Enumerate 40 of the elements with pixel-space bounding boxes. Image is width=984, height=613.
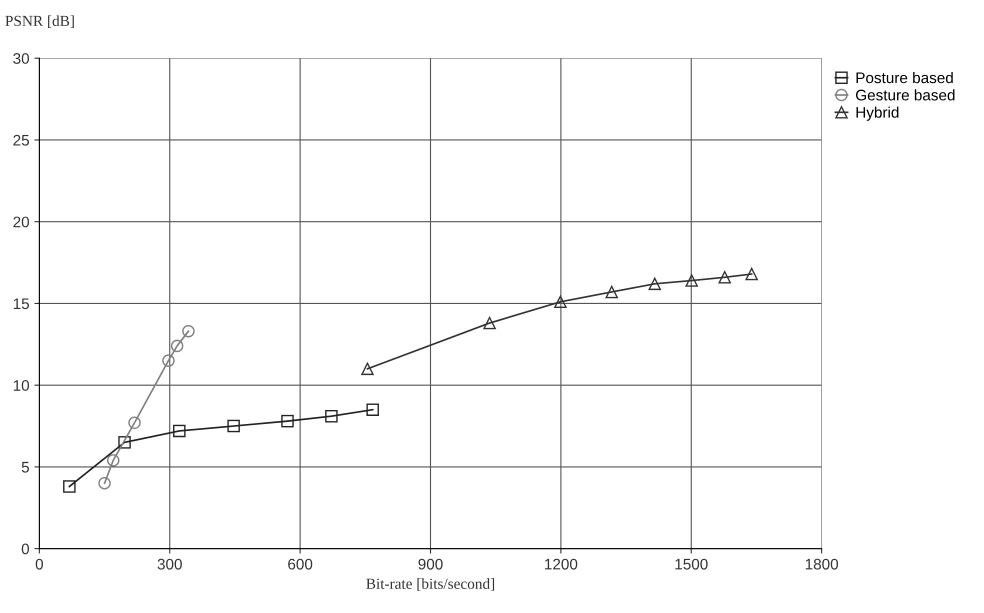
y-tick-label: 30: [13, 53, 30, 64]
point: [554, 296, 567, 308]
y-tick-label: 0: [22, 544, 30, 554]
point: [361, 362, 374, 376]
point: [128, 416, 141, 430]
legend-label: Posture based: [856, 72, 953, 84]
x-tick-label: 0: [36, 558, 44, 570]
y-tick-label: 20: [13, 216, 30, 228]
point: [281, 414, 294, 428]
x-tick-label: 1200: [545, 558, 578, 570]
y-tick-label: 15: [14, 298, 29, 310]
point: [106, 454, 120, 467]
point: [366, 403, 379, 416]
x-tick-label: 600: [288, 558, 312, 570]
x-axis-title: Bit-rate [bits/second]: [366, 578, 494, 591]
x-tick-label: 1800: [806, 558, 838, 570]
y-tick-label: 10: [14, 380, 30, 391]
x-tick-label: 1500: [675, 558, 708, 570]
point: [483, 316, 496, 330]
point: [162, 354, 175, 367]
point: [170, 340, 184, 352]
point: [605, 286, 618, 298]
point: [118, 436, 131, 449]
x-tick-label: 300: [158, 558, 182, 570]
point: [718, 271, 731, 284]
legend-label: Hybrid: [856, 106, 898, 121]
point: [685, 274, 698, 287]
point: [648, 278, 662, 290]
x-tick-label: 900: [418, 558, 443, 570]
y-tick-label: 25: [13, 134, 29, 146]
point: [63, 480, 76, 493]
legend-label: Gesture based: [856, 89, 954, 101]
point: [745, 268, 758, 280]
point: [173, 424, 186, 438]
point: [227, 420, 240, 432]
point: [182, 324, 195, 338]
y-tick-label: 5: [22, 462, 29, 473]
point: [98, 477, 111, 490]
y-axis-title: PSNR [dB]: [5, 15, 74, 28]
point: [325, 410, 338, 422]
